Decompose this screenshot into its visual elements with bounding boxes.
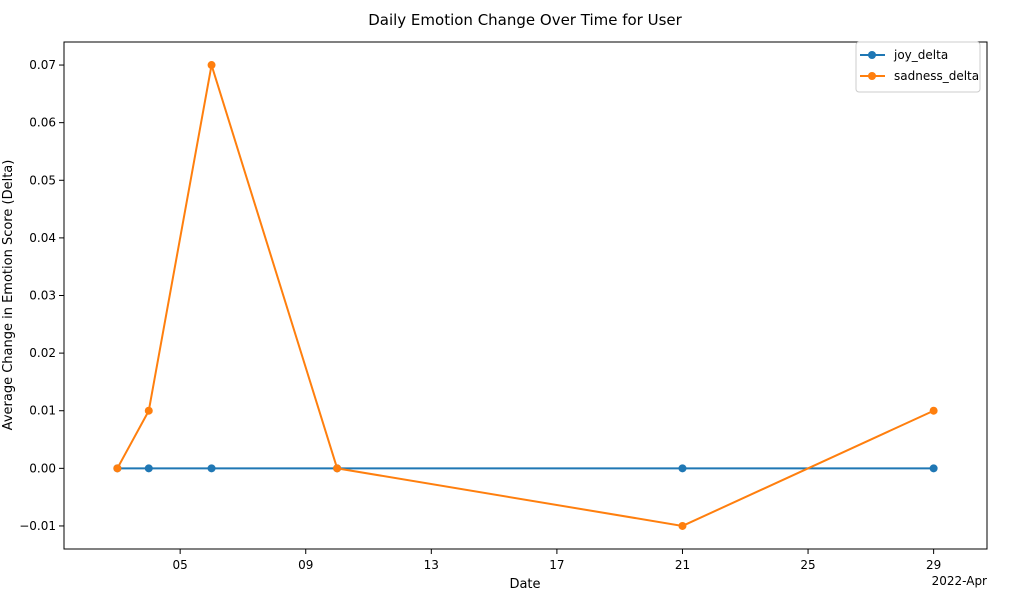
data-point-sadness-delta xyxy=(333,464,342,473)
x-tick-label: 25 xyxy=(800,558,815,572)
y-axis-ticks: −0.01 0.00 0.01 0.02 0.03 0.04 0.05 0.06 0.07 xyxy=(19,58,64,533)
data-point-joy-delta xyxy=(144,464,153,473)
y-tick-label: 0.07 xyxy=(29,58,56,72)
legend: joy_delta sadness_delta xyxy=(855,41,981,93)
y-axis-label: Average Change in Emotion Score (Delta) xyxy=(1,160,16,431)
legend-sadness-marker xyxy=(868,72,876,80)
data-point-sadness-delta xyxy=(113,464,122,473)
y-tick-label: 0.00 xyxy=(29,461,56,475)
data-point-sadness-delta xyxy=(207,61,216,70)
data-point-sadness-delta xyxy=(678,521,687,530)
y-tick-label: 0.03 xyxy=(29,289,56,303)
data-point-joy-delta xyxy=(678,464,687,473)
chart-title: Daily Emotion Change Over Time for User xyxy=(368,11,682,29)
legend-label-sadness: sadness_delta xyxy=(894,69,979,83)
y-tick-label: 0.01 xyxy=(29,404,56,418)
x-tick-label: 21 xyxy=(675,558,690,572)
x-tick-label: 29 xyxy=(926,558,941,572)
data-point-sadness-delta xyxy=(929,406,938,415)
x-axis-label: Date xyxy=(509,577,540,592)
legend-box xyxy=(855,41,981,93)
y-tick-label: 0.06 xyxy=(29,116,56,130)
data-point-joy-delta xyxy=(207,464,216,473)
series-line-sadness-delta xyxy=(116,64,935,527)
x-axis-ticks: 05 09 13 17 21 25 29 xyxy=(173,549,941,572)
x-tick-label: 09 xyxy=(298,558,313,572)
data-point-joy-delta xyxy=(929,464,938,473)
x-tick-label: 17 xyxy=(549,558,564,572)
legend-joy-marker xyxy=(868,51,876,59)
data-point-sadness-delta xyxy=(144,406,153,415)
legend-label-joy: joy_delta xyxy=(893,48,948,62)
y-tick-label: 0.02 xyxy=(29,346,56,360)
x-tick-label: 05 xyxy=(173,558,188,572)
y-tick-label: 0.05 xyxy=(29,173,56,187)
series-layer xyxy=(113,61,938,530)
y-tick-label: 0.04 xyxy=(29,231,56,245)
y-tick-label: −0.01 xyxy=(19,519,56,533)
x-tick-label: 13 xyxy=(424,558,439,572)
x-axis-offset-label: 2022-Apr xyxy=(932,574,987,588)
